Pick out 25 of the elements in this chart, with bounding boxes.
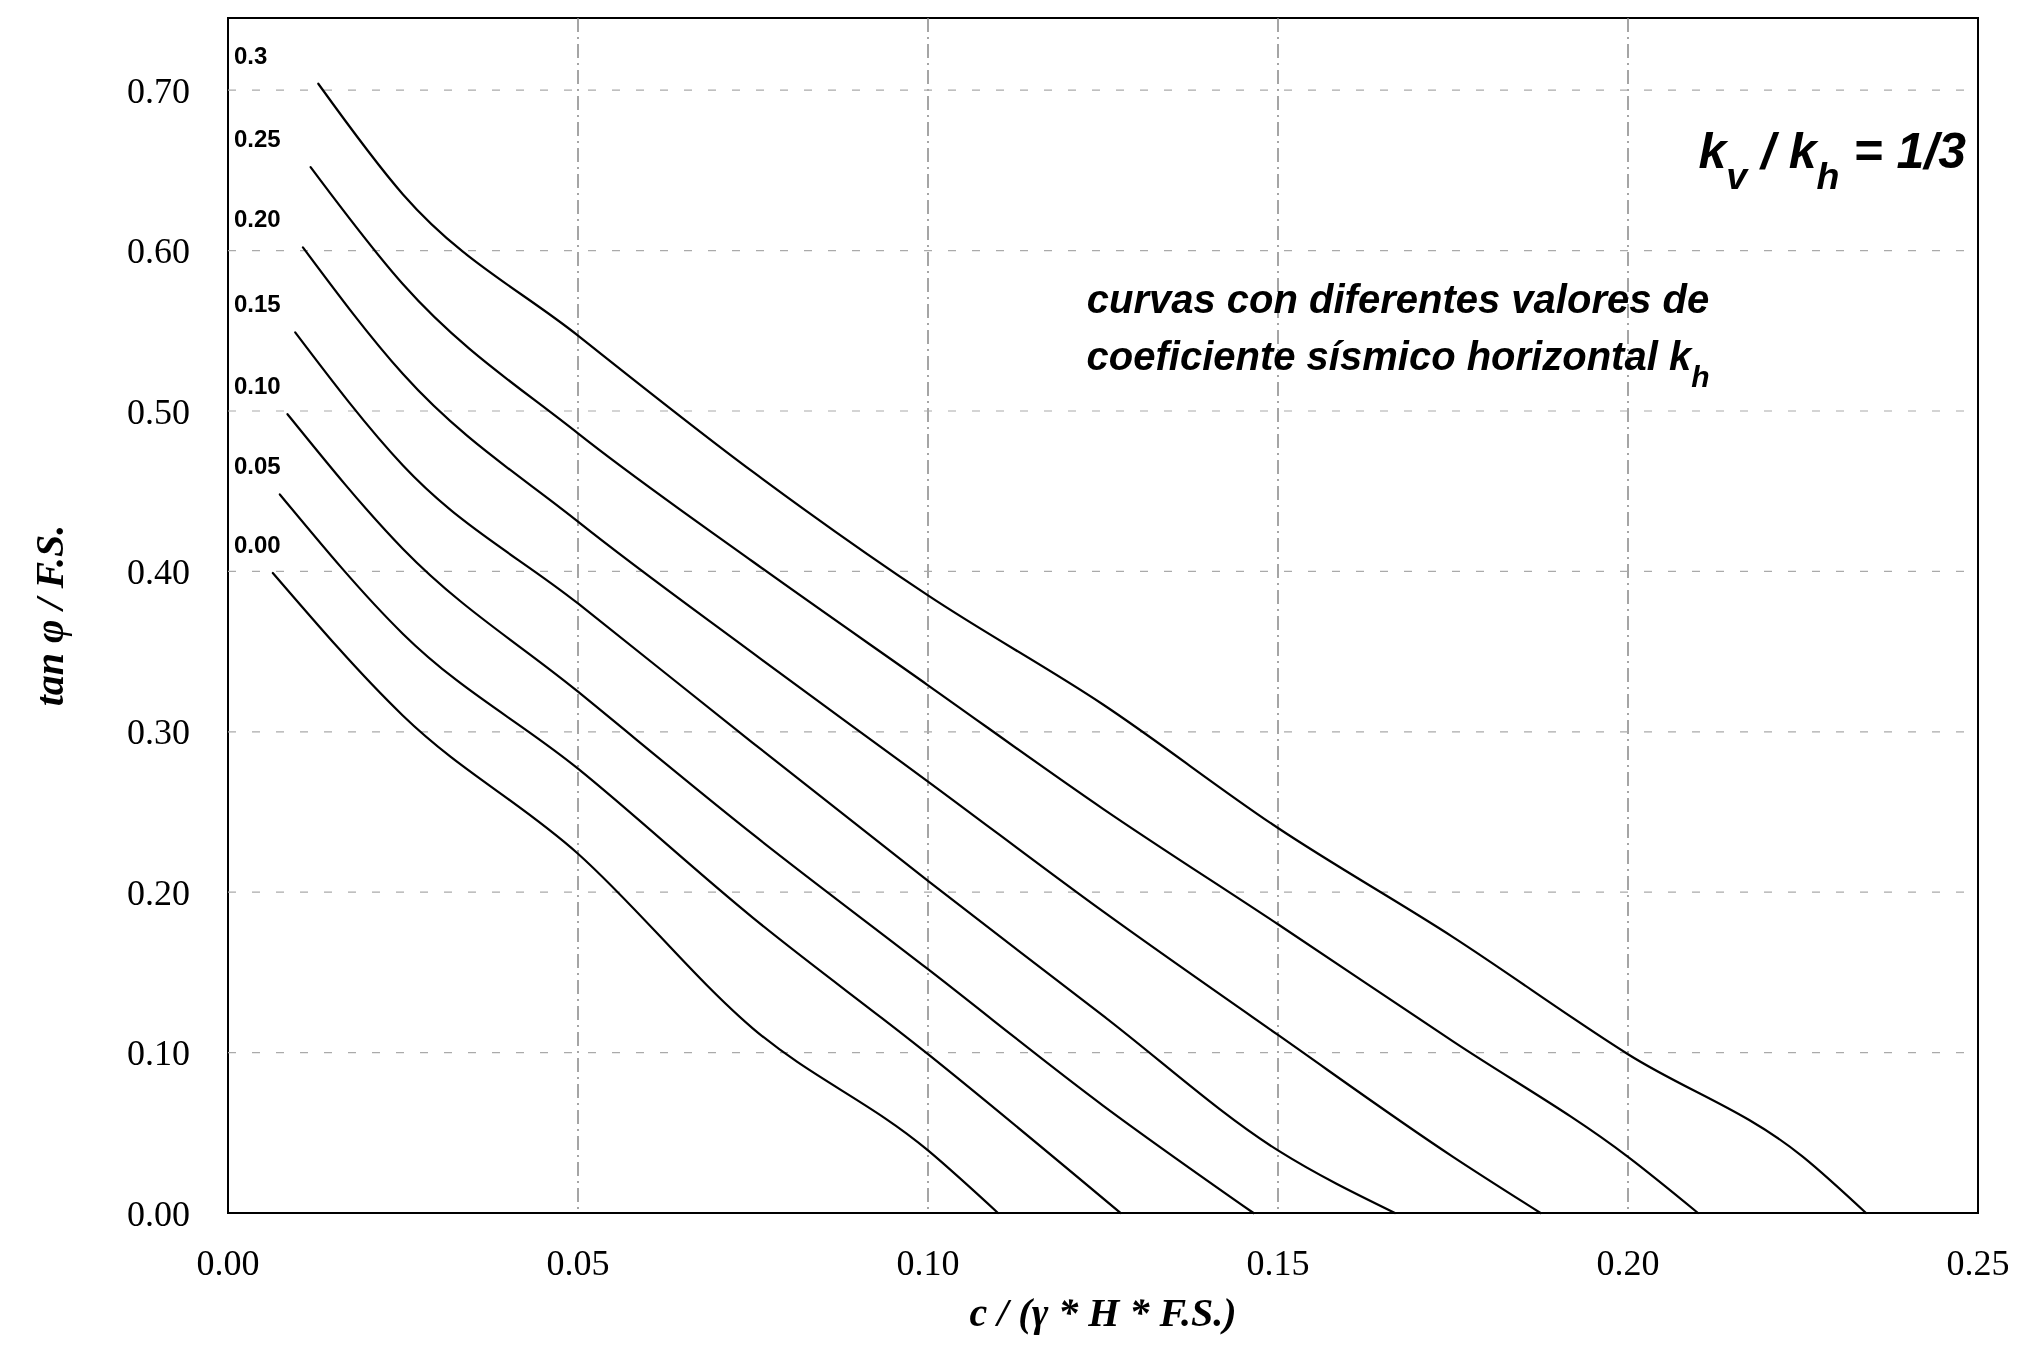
series-label: 0.15 (234, 290, 281, 318)
x-tick-label: 0.15 (1246, 1243, 1310, 1283)
x-tick-label: 0.00 (196, 1243, 260, 1283)
y-tick-label: 0.50 (127, 391, 190, 432)
x-tick-label: 0.25 (1946, 1243, 2010, 1283)
y-tick-label: 0.40 (127, 551, 190, 592)
y-tick-label: 0.10 (127, 1033, 190, 1074)
series-label: 0.00 (234, 530, 281, 558)
y-tick-label: 0.00 (127, 1193, 190, 1234)
y-axis-title: tan φ / F.S. (27, 524, 72, 707)
series-label: 0.10 (234, 372, 281, 400)
annotation: k$_{v}$ / k$_{h}$ = 1/3 (1698, 123, 1967, 197)
series-label: 0.20 (234, 205, 281, 233)
y-tick-label: 0.60 (127, 231, 190, 272)
y-tick-label: 0.20 (127, 872, 190, 913)
x-tick-label: 0.10 (896, 1243, 960, 1283)
series-label: 0.25 (234, 125, 281, 153)
annotation: curvas con diferentes valores de coeficiente sísmico horizontal k$_{h}$ (1086, 277, 1710, 393)
x-axis-title: c / (γ * H * F.S.) (969, 1290, 1237, 1335)
text: 0.3 (234, 41, 268, 69)
y-tick-label: 0.70 (127, 70, 190, 111)
series-label: 0.05 (234, 452, 281, 480)
x-tick-label: 0.05 (546, 1243, 610, 1283)
x-tick-label: 0.20 (1596, 1243, 1660, 1283)
y-tick-label: 0.30 (127, 712, 190, 753)
